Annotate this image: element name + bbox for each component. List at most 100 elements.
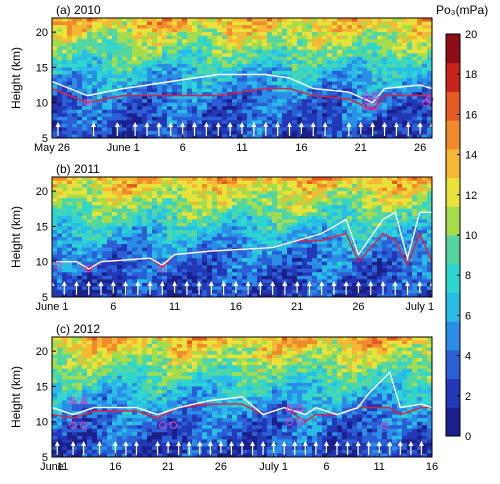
field-cell — [217, 81, 223, 86]
field-cell — [427, 88, 432, 93]
field-cell — [72, 219, 78, 224]
field-cell — [152, 70, 158, 76]
field-cell — [422, 127, 428, 132]
field-cell — [277, 63, 283, 69]
field-cell — [192, 25, 198, 30]
field-cell — [212, 226, 218, 231]
field-cell — [327, 279, 333, 284]
field-cell — [317, 99, 323, 104]
field-cell — [187, 120, 193, 125]
field-cell — [322, 70, 328, 76]
field-cell — [122, 194, 128, 199]
field-cell — [127, 95, 133, 100]
field-cell — [187, 233, 193, 238]
field-cell — [282, 229, 288, 235]
field-cell — [362, 191, 368, 196]
field-cell — [57, 229, 63, 235]
field-cell — [192, 237, 198, 242]
field-cell — [152, 130, 158, 136]
field-cell — [387, 78, 393, 83]
field-cell — [267, 191, 273, 196]
field-cell — [332, 39, 338, 44]
field-cell — [242, 81, 248, 86]
field-cell — [272, 127, 278, 132]
field-cell — [337, 85, 343, 90]
field-cell — [267, 233, 273, 238]
field-cell — [277, 60, 283, 65]
field-cell — [332, 244, 338, 249]
field-cell — [362, 32, 368, 37]
field-cell — [312, 265, 318, 270]
field-cell — [267, 244, 273, 249]
field-cell — [392, 32, 398, 37]
field-cell — [87, 261, 93, 266]
field-cell — [62, 251, 68, 256]
field-cell — [167, 32, 173, 37]
field-cell — [232, 95, 238, 100]
field-cell — [272, 109, 278, 114]
field-cell — [342, 208, 348, 213]
field-cell — [262, 134, 268, 138]
field-cell — [172, 113, 178, 118]
field-cell — [212, 74, 218, 79]
field-cell — [162, 180, 168, 185]
sounding-arrow — [227, 122, 233, 136]
field-cell — [207, 201, 213, 206]
field-cell — [237, 99, 243, 104]
field-cell — [137, 191, 143, 196]
field-cell — [57, 268, 63, 273]
field-cell — [222, 215, 228, 220]
field-cell — [412, 240, 418, 245]
field-cell — [77, 18, 83, 23]
field-cell — [317, 32, 323, 37]
field-cell — [382, 229, 388, 235]
field-cell — [337, 42, 343, 47]
field-cell — [287, 258, 293, 263]
field-cell — [62, 99, 68, 104]
field-cell — [327, 120, 333, 125]
field-cell — [167, 282, 173, 288]
field-cell — [172, 177, 178, 182]
field-cell — [417, 261, 423, 266]
field-cell — [417, 180, 423, 185]
field-cell — [232, 258, 238, 263]
field-cell — [367, 85, 373, 90]
field-cell — [357, 109, 363, 114]
field-cell — [327, 134, 333, 138]
field-cell — [302, 201, 308, 206]
field-cell — [52, 268, 58, 273]
field-cell — [102, 187, 108, 192]
field-cell — [212, 201, 218, 206]
field-cell — [57, 240, 63, 245]
field-cell — [202, 49, 208, 54]
field-cell — [297, 219, 303, 224]
field-cell — [127, 130, 133, 136]
field-cell — [347, 127, 353, 132]
field-cell — [152, 240, 158, 245]
field-cell — [122, 81, 128, 86]
field-cell — [307, 268, 313, 273]
field-cell — [342, 251, 348, 256]
field-cell — [97, 81, 103, 86]
field-cell — [342, 49, 348, 54]
field-cell — [217, 212, 223, 217]
field-cell — [117, 56, 123, 61]
field-cell — [367, 60, 373, 65]
field-cell — [132, 219, 138, 224]
field-cell — [242, 127, 248, 132]
field-cell — [187, 219, 193, 224]
field-cell — [297, 106, 303, 111]
field-cell — [347, 74, 353, 79]
field-cell — [332, 120, 338, 125]
field-cell — [202, 233, 208, 238]
field-cell — [237, 184, 243, 189]
field-cell — [402, 279, 408, 284]
field-cell — [52, 226, 58, 231]
field-cell — [277, 42, 283, 47]
field-cell — [397, 219, 403, 224]
field-cell — [262, 56, 268, 61]
field-cell — [342, 60, 348, 65]
field-cell — [117, 78, 123, 83]
field-cell — [102, 63, 108, 69]
field-cell — [322, 282, 328, 288]
